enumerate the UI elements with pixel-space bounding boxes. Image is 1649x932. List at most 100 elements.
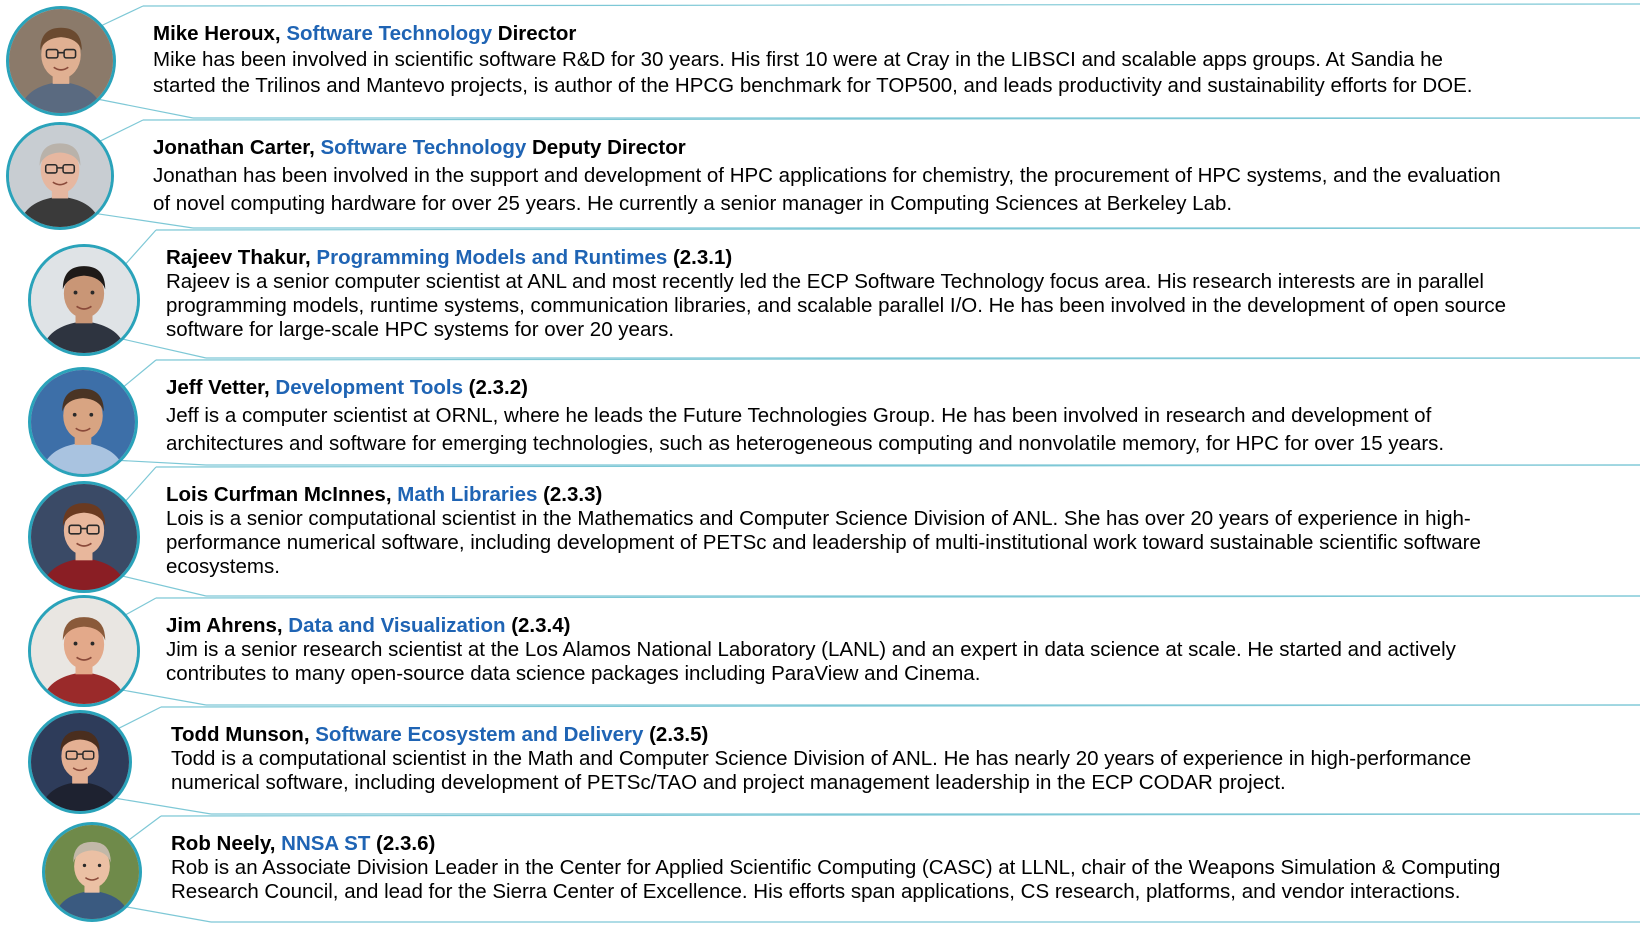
connector-line (125, 466, 157, 501)
person-name: Rob Neely (171, 832, 270, 855)
person-text: Jonathan Carter, Software Technology Dep… (153, 136, 1501, 216)
avatar (28, 244, 140, 356)
bio-line: software for large-scale HPC systems for… (166, 318, 675, 341)
person-text: Rob Neely, NNSA ST (2.3.6) Rob is an Asso… (171, 832, 1500, 904)
name-separator: , (309, 136, 321, 159)
portrait-illustration (9, 9, 113, 113)
person-name: Mike Heroux (153, 22, 275, 45)
connector-line (142, 117, 1641, 121)
person-text: Lois Curfman McInnes, Math Libraries (2.… (166, 483, 1481, 579)
connector-line (155, 357, 1641, 361)
avatar (6, 6, 116, 116)
bio-line: Mike has been involved in scientific sof… (153, 48, 1443, 71)
person-text: Mike Heroux, Software Technology Directo… (153, 22, 1473, 98)
person-name: Jeff Vetter (166, 376, 264, 399)
connector-line (100, 119, 144, 142)
person-headline: Jonathan Carter, Software Technology Dep… (153, 136, 1501, 160)
connector-line (142, 3, 1641, 7)
bio-line: Lois is a senior computational scientist… (166, 507, 1471, 530)
connector-line (160, 704, 1641, 708)
person-role: Software Technology (320, 136, 527, 159)
person-text: Jim Ahrens, Data and Visualization (2.3.… (166, 614, 1456, 686)
bio-line: Research Council, and lead for the Sierr… (171, 880, 1461, 903)
portrait-illustration (31, 598, 137, 704)
person-text: Rajeev Thakur, Programming Models and Ru… (166, 246, 1506, 342)
person-role: Software Ecosystem and Delivery (315, 723, 644, 746)
person-title-suffix: (2.3.4) (505, 614, 571, 637)
person-role: Programming Models and Runtimes (316, 246, 668, 269)
portrait-illustration (31, 370, 135, 474)
person-title-suffix: (2.3.5) (643, 723, 709, 746)
connector-line (116, 797, 212, 815)
bio-line: performance numerical software, includin… (166, 531, 1481, 554)
avatar (42, 822, 142, 922)
name-separator: , (274, 22, 287, 45)
bio-line: started the Trilinos and Mantevo project… (153, 74, 1473, 97)
bio-line: Rajeev is a senior computer scientist at… (166, 270, 1484, 293)
portrait-illustration (45, 825, 139, 919)
person-role: Data and Visualization (288, 614, 506, 637)
bio-line: Todd is a computational scientist in the… (171, 747, 1472, 770)
person-headline: Jim Ahrens, Data and Visualization (2.3.… (166, 614, 1456, 638)
person-role: NNSA ST (281, 832, 371, 855)
connector-line (101, 5, 144, 26)
connector-line (160, 813, 1641, 817)
person-role: Software Technology (286, 22, 493, 45)
connector-line (99, 98, 194, 119)
person-name: Jim Ahrens (166, 614, 277, 637)
bio-line: contributes to many open-source data sci… (166, 662, 981, 685)
person-title-suffix: (2.3.6) (370, 832, 436, 855)
portrait-illustration (9, 125, 111, 227)
avatar (6, 122, 114, 230)
bio-line: programming models, runtime systems, com… (166, 294, 1507, 317)
portrait-illustration (31, 247, 137, 353)
avatar (28, 481, 140, 593)
connector-line (126, 906, 212, 923)
connector-line (125, 229, 157, 264)
portrait-illustration (31, 484, 137, 590)
person-headline: Lois Curfman McInnes, Math Libraries (2.… (166, 483, 1481, 507)
bio-line: Jim is a senior research scientist at th… (166, 638, 1456, 661)
name-separator: , (303, 723, 316, 746)
connector-line (121, 459, 207, 466)
name-separator: , (264, 376, 276, 399)
connector-line (125, 597, 157, 616)
person-name: Lois Curfman McInnes (166, 483, 386, 506)
connector-line (123, 575, 207, 597)
connector-line (123, 338, 207, 359)
person-title-suffix: (2.3.3) (537, 483, 603, 506)
connector-line (123, 359, 157, 387)
bio-line: numerical software, including developmen… (171, 771, 1286, 794)
avatar (28, 710, 132, 814)
person-text: Todd Munson, Software Ecosystem and Deli… (171, 723, 1471, 795)
person-name: Jonathan Carter (153, 136, 310, 159)
avatar (28, 595, 140, 707)
person-headline: Rob Neely, NNSA ST (2.3.6) (171, 832, 1500, 856)
name-separator: , (269, 832, 282, 855)
bio-line: Jeff is a computer scientist at ORNL, wh… (166, 404, 1432, 427)
bio-line: of novel computing hardware for over 25 … (153, 192, 1233, 215)
person-name: Rajeev Thakur (166, 246, 306, 269)
bio-line: ecosystems. (166, 555, 280, 578)
name-separator: , (276, 614, 289, 637)
name-separator: , (305, 246, 317, 269)
person-title-suffix: Deputy Director (526, 136, 686, 159)
bio-line: Rob is an Associate Division Leader in t… (171, 856, 1501, 879)
connector-line (155, 227, 1641, 231)
person-text: Jeff Vetter, Development Tools (2.3.2) Je… (166, 376, 1444, 456)
person-headline: Mike Heroux, Software Technology Directo… (153, 22, 1473, 46)
person-headline: Rajeev Thakur, Programming Models and Ru… (166, 246, 1506, 270)
connector-line (129, 815, 162, 840)
person-title-suffix: Director (492, 22, 577, 45)
connector-line (123, 689, 207, 706)
person-name: Todd Munson (171, 723, 304, 746)
person-title-suffix: (2.3.2) (462, 376, 528, 399)
portrait-illustration (31, 713, 129, 811)
person-role: Development Tools (275, 376, 463, 399)
connector-line (155, 595, 1641, 599)
person-headline: Jeff Vetter, Development Tools (2.3.2) (166, 376, 1444, 400)
connector-line (118, 706, 162, 729)
person-title-suffix: (2.3.1) (667, 246, 733, 269)
bio-line: architectures and software for emerging … (166, 432, 1445, 455)
person-role: Math Libraries (397, 483, 538, 506)
